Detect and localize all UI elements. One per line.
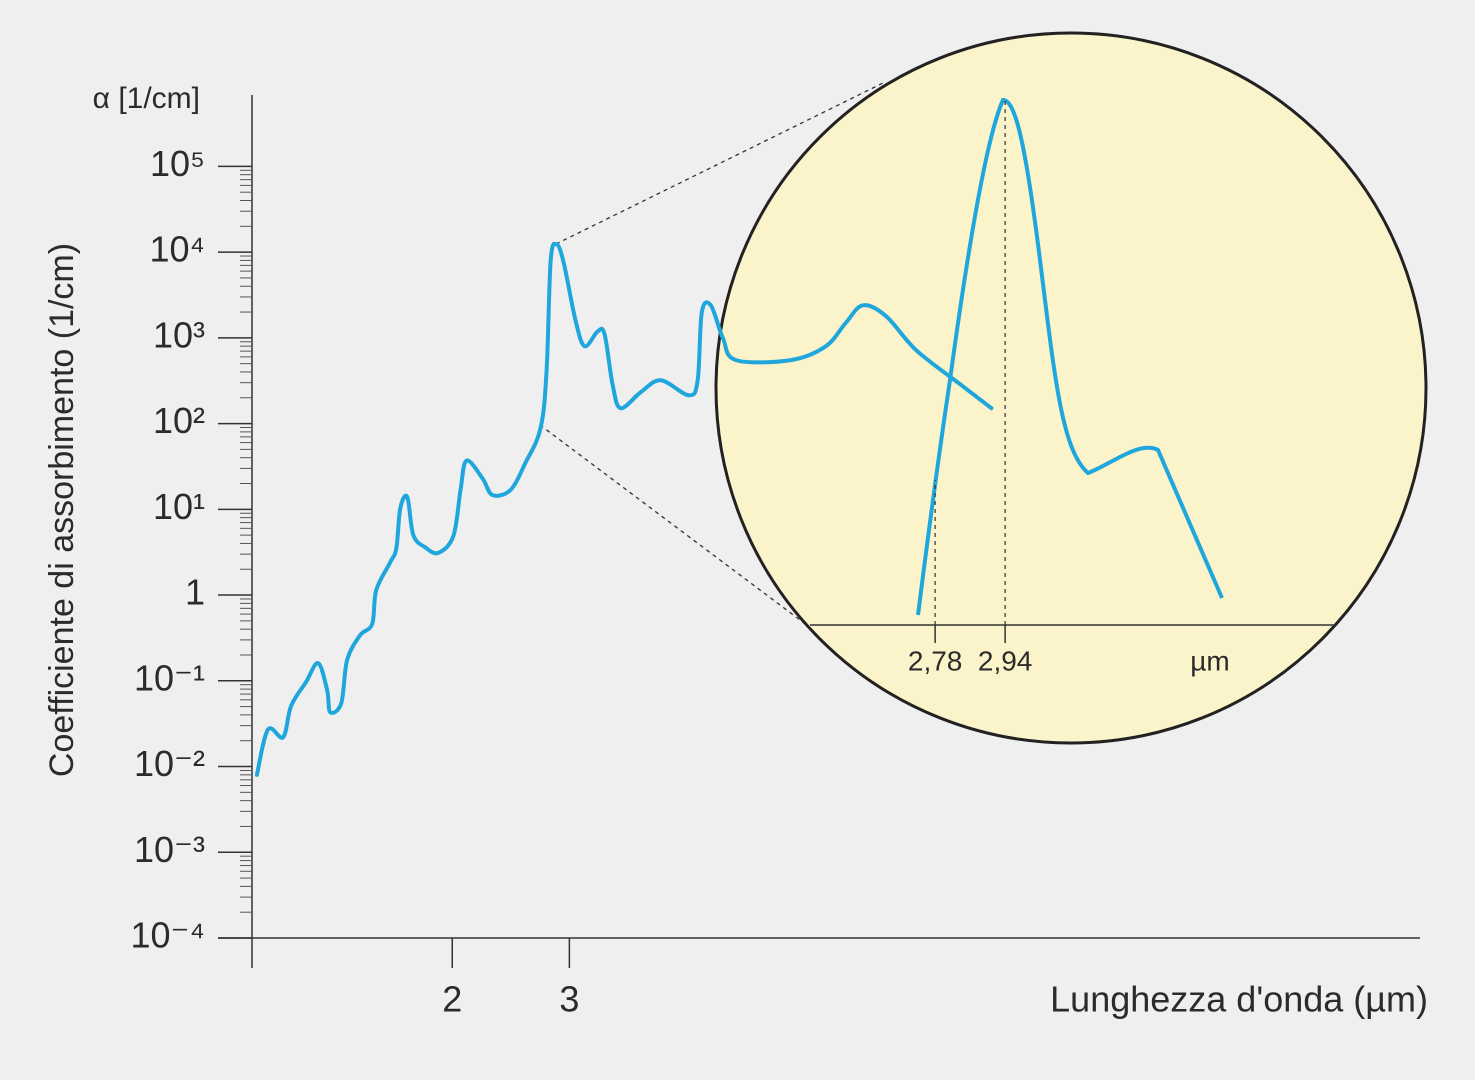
inset-circle	[714, 31, 1428, 745]
x-axis-title: Lunghezza d'onda (µm)	[1050, 979, 1428, 1020]
zoom-line	[539, 424, 821, 636]
inset-curve	[916, 97, 1224, 616]
zoom-line	[555, 81, 886, 245]
y-tick-label: 10⁻²	[134, 743, 205, 784]
inset-tick-label: 2,78	[908, 645, 963, 676]
y-tick-label: 10⁻⁴	[130, 915, 205, 956]
inset-unit: µm	[1190, 645, 1229, 676]
y-tick-label: 10⁴	[149, 229, 205, 270]
y-tick-label: 10²	[153, 400, 205, 441]
y-tick-label: 10¹	[153, 486, 205, 527]
x-tick-label: 2	[442, 979, 462, 1020]
y-tick-label: 1	[185, 572, 205, 613]
y-axis-title: Coefficiente di assorbimento (1/cm)	[43, 243, 81, 777]
y-tick-label: 10⁻³	[134, 829, 205, 870]
inset-tick-label: 2,94	[978, 645, 1033, 676]
y-tick-label: 10⁵	[150, 143, 205, 184]
y-tick-label: 10⁻¹	[134, 657, 205, 698]
x-tick-label: 3	[559, 979, 579, 1020]
y-tick-label: 10³	[153, 314, 205, 355]
data-line	[254, 241, 994, 777]
y-axis-unit: α [1/cm]	[93, 82, 200, 115]
